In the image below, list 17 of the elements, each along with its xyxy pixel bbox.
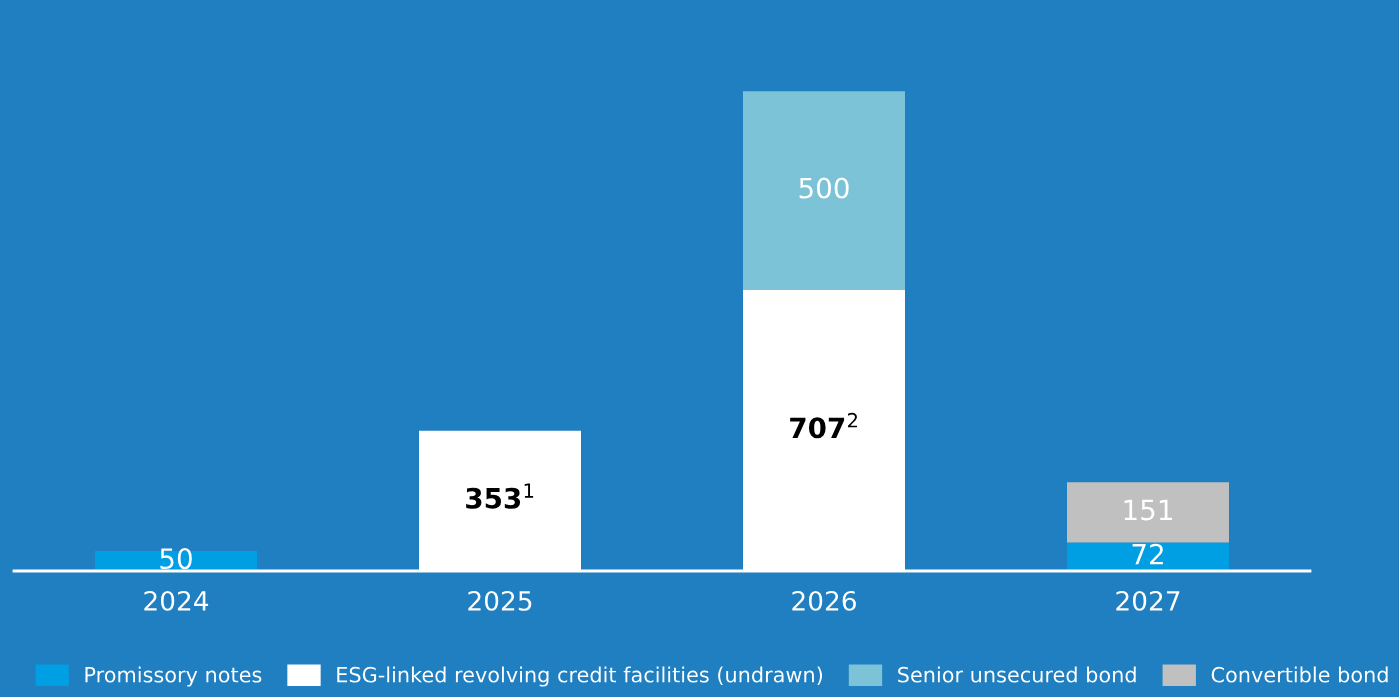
legend-label: Senior unsecured bond bbox=[898, 666, 1136, 683]
x-tick-label: 2025 bbox=[468, 590, 532, 611]
legend-label: ESG-linked revolving credit facilities (undrawn) bbox=[337, 666, 823, 687]
data-label: 500 bbox=[799, 177, 849, 199]
bar bbox=[743, 91, 905, 290]
data-label: 707$^{2}$ bbox=[790, 412, 857, 439]
data-label: 72 bbox=[1132, 543, 1163, 565]
legend-label: Convertible bond bbox=[1211, 666, 1388, 683]
data-label: 50 bbox=[160, 548, 192, 570]
x-tick-label: 2026 bbox=[792, 590, 856, 611]
bar bbox=[1067, 482, 1229, 543]
legend-label: Promissory notes bbox=[85, 666, 262, 687]
x-tick-label: 2024 bbox=[144, 590, 209, 611]
data-label: 151 bbox=[1124, 499, 1172, 521]
data-label: 353$^{1}$ bbox=[466, 483, 534, 509]
x-tick-label: 2027 bbox=[1116, 590, 1180, 611]
bar bbox=[1067, 542, 1229, 571]
